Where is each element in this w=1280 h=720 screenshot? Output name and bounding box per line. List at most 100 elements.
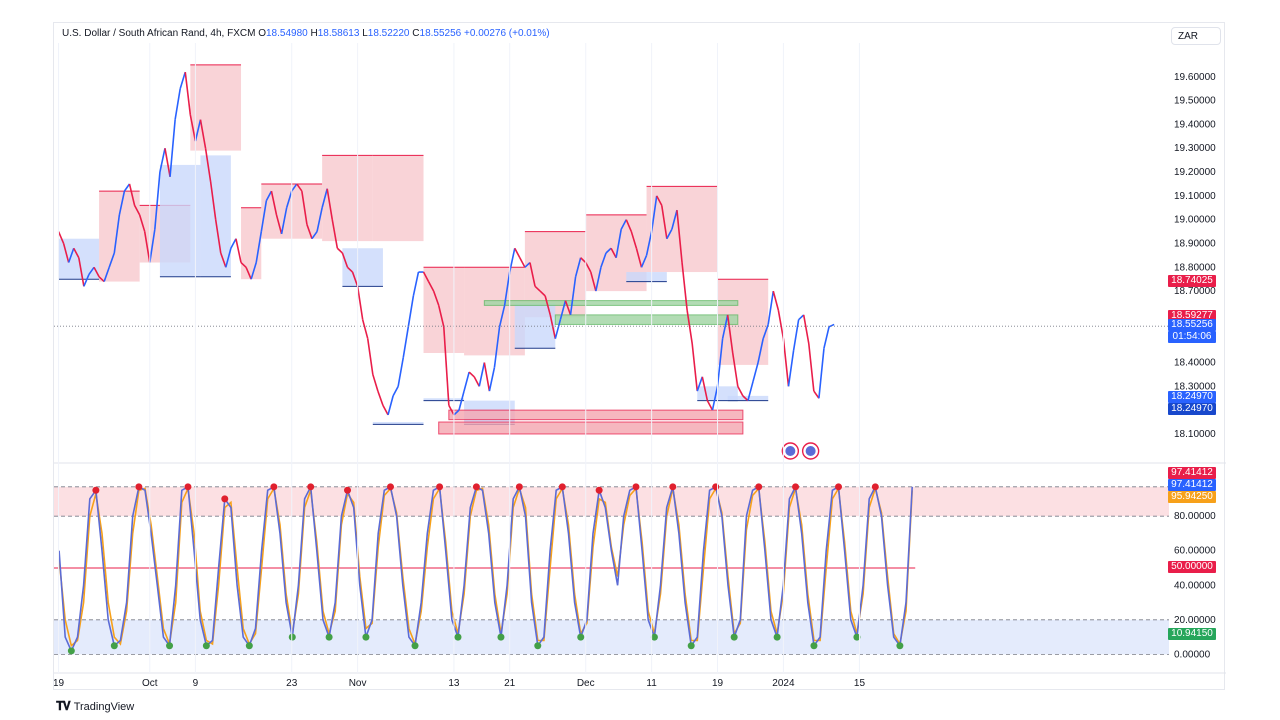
- oscillator-value-tag: 97.41412: [1168, 467, 1216, 480]
- oversold-marker: [730, 633, 738, 641]
- price-segment: [798, 314, 805, 321]
- price-segment: [458, 390, 465, 411]
- price-segment: [219, 252, 227, 268]
- price-segment: [544, 295, 552, 316]
- price-segment: [782, 338, 790, 387]
- oscillator-axis-tick: 80.00000: [1174, 511, 1216, 522]
- oversold-marker: [166, 642, 174, 650]
- price-segment: [640, 255, 648, 268]
- green-zone: [554, 314, 739, 325]
- price-segment: [676, 210, 683, 263]
- price-segment: [179, 71, 187, 89]
- red-rectangle: [438, 421, 744, 435]
- price-segment: [356, 286, 364, 320]
- oscillator-axis-tick: 60.00000: [1174, 546, 1216, 557]
- ohlc-close-label: C: [412, 28, 420, 39]
- price-axis-tick: 18.30000: [1174, 381, 1216, 392]
- currency-button[interactable]: ZAR: [1171, 27, 1221, 45]
- supply-zone: [241, 207, 262, 280]
- price-segment: [341, 252, 349, 268]
- price-segment: [235, 238, 242, 263]
- price-segment: [666, 228, 673, 240]
- oversold-marker: [577, 633, 585, 641]
- oversold-marker: [288, 633, 296, 641]
- price-segment: [336, 247, 343, 254]
- price-segment: [645, 231, 653, 256]
- price-segment: [630, 231, 638, 249]
- price-segment: [554, 319, 562, 339]
- price-segment: [382, 405, 389, 416]
- price-segment: [88, 266, 95, 275]
- price-segment: [807, 343, 815, 392]
- price-segment: [539, 290, 546, 297]
- price-segment: [103, 267, 110, 282]
- price-segment: [660, 205, 668, 239]
- price-segment: [823, 326, 830, 349]
- price-segment: [245, 266, 252, 280]
- price-segment: [549, 314, 557, 339]
- price-segment: [524, 261, 531, 268]
- price-axis-tick: 18.70000: [1174, 286, 1216, 297]
- supply-zone: [322, 155, 373, 242]
- price-segment: [696, 376, 704, 392]
- overbought-marker: [755, 483, 763, 491]
- price-segment: [143, 231, 151, 263]
- overbought-band: [54, 486, 1169, 517]
- price-segment: [448, 405, 455, 416]
- tradingview-brand[interactable]: 𝐓𝐕 TradingView: [56, 699, 134, 714]
- price-segment: [204, 148, 212, 182]
- price-segment: [285, 190, 293, 208]
- price-segment: [148, 229, 156, 263]
- price-segment: [199, 119, 207, 149]
- demand-zone: [626, 272, 667, 282]
- chart-canvas[interactable]: 19.60000 19.50000 19.40000 19.30000 19.20000…: [54, 23, 1226, 691]
- price-segment: [225, 248, 232, 268]
- price-segment: [574, 257, 582, 278]
- price-segment: [123, 183, 131, 192]
- ohlc-high: 18.58613: [317, 28, 360, 39]
- price-tag: 18.24970: [1168, 403, 1216, 416]
- overbought-marker: [307, 483, 315, 491]
- overbought-marker: [184, 483, 192, 491]
- price-segment: [321, 188, 328, 208]
- price-axis-tick: 19.40000: [1174, 119, 1216, 130]
- price-segment: [296, 183, 303, 192]
- price-axis-tick: 18.90000: [1174, 238, 1216, 249]
- time-axis-tick: 19: [712, 678, 724, 689]
- price-segment: [280, 207, 288, 235]
- price-segment: [473, 376, 480, 387]
- demand-zone: [423, 398, 465, 401]
- price-segment: [270, 190, 278, 216]
- price-tag: 18.74025: [1168, 274, 1216, 287]
- oscillator-axis-tick: 40.00000: [1174, 580, 1216, 591]
- price-segment: [615, 229, 622, 258]
- price-segment: [737, 385, 744, 397]
- price-segment: [762, 324, 769, 339]
- price-axis-tick: 19.10000: [1174, 191, 1216, 202]
- oversold-marker: [110, 642, 118, 650]
- oscillator-value-tag: 10.94150: [1168, 628, 1216, 641]
- price-segment: [427, 281, 435, 292]
- overbought-marker: [436, 483, 444, 491]
- price-segment: [62, 243, 70, 263]
- price-segment: [747, 381, 754, 401]
- price-segment: [655, 195, 663, 206]
- price-axis-tick: 19.50000: [1174, 96, 1216, 107]
- symbol-title[interactable]: U.S. Dollar / South African Rand, 4h, FX…: [62, 28, 256, 39]
- time-axis-tick: 2024: [772, 678, 795, 689]
- price-segment: [397, 357, 405, 387]
- oversold-marker: [325, 633, 333, 641]
- event-flag-icon-inner: [805, 446, 816, 456]
- price-segment: [691, 343, 699, 392]
- time-axis-tick: 11: [646, 678, 657, 689]
- chart-frame: 19.60000 19.50000 19.40000 19.30000 19.20000…: [53, 22, 1226, 691]
- price-axis-tick: 19.20000: [1174, 167, 1216, 178]
- price-segment: [412, 271, 420, 297]
- price-segment: [686, 310, 693, 344]
- price-segment: [209, 181, 217, 220]
- price-segment: [387, 395, 394, 416]
- oscillator-value-tag: 50.00000: [1168, 561, 1216, 573]
- price-segment: [488, 367, 496, 392]
- ohlc-close: 18.55256: [419, 28, 462, 39]
- overbought-marker: [558, 483, 566, 491]
